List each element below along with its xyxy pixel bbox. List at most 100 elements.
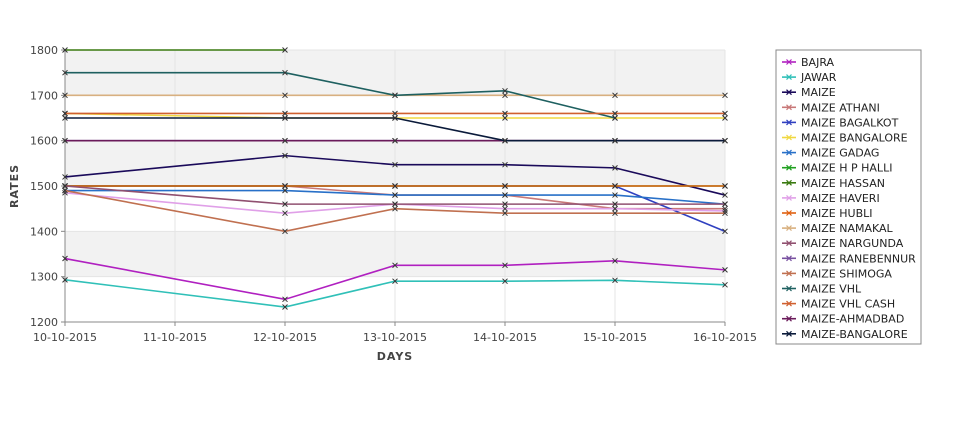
legend-item: MAIZE [782,86,836,99]
x-tick-label: 13-10-2015 [363,331,427,344]
data-point [392,262,398,269]
data-point [612,201,618,207]
series-line [65,117,725,142]
data-point [62,255,68,262]
legend-label: MAIZE RANEBENNUR [801,252,916,265]
data-point [282,152,288,159]
series-line [64,154,726,196]
legend-marker [786,194,792,201]
legend-item: MAIZE GADAG [782,147,879,160]
series-maize-hubli [62,183,728,189]
data-point [392,137,398,144]
data-point [612,115,618,121]
data-point [502,205,508,212]
x-tick-label: 10-10-2015 [33,331,97,344]
legend-label: MAIZE SHIMOGA [801,267,892,280]
legend-label: MAIZE BAGALKOT [801,116,899,129]
legend: BAJRA JAWAR MAIZE MAIZE ATHANI MAIZE BAGALKO… [775,49,922,345]
series-maize-shimoga [62,187,728,235]
legend-marker [786,119,792,126]
data-point [392,205,398,212]
data-point [392,278,398,285]
x-tick-label: 12-10-2015 [253,331,317,344]
series-line [64,192,726,215]
series-maize-bangalore [62,115,728,144]
data-point [62,137,68,144]
legend-marker [786,89,792,96]
data-point [722,228,728,235]
data-point [612,183,618,189]
data-point [282,228,288,235]
data-point [502,183,508,189]
legend-marker [786,285,792,292]
data-point [502,137,508,144]
series-maize-vhl-cash [62,110,728,117]
legend-item: MAIZE-AHMADBAD [782,313,904,326]
legend-label: MAIZE NARGUNDA [801,237,904,250]
series-maize-hassan [62,47,288,53]
legend-marker [786,179,792,186]
legend-label: MAIZE ATHANI [801,101,880,114]
data-point [392,110,398,117]
y-axis-title: RATES [8,164,21,208]
x-tick-label: 16-10-2015 [693,331,757,344]
legend-marker [786,240,792,247]
data-point [502,201,508,207]
data-point [62,115,68,121]
y-tick-label: 1700 [30,89,58,102]
legend-marker [786,59,792,65]
data-point [392,201,398,207]
data-point [722,115,728,121]
data-point [62,92,68,99]
series-group [62,47,728,310]
legend-label: JAWAR [800,71,837,84]
legend-item: MAIZE HUBLI [782,207,872,220]
legend-marker [786,315,792,322]
legend-item: MAIZE ATHANI [782,101,880,114]
legend-marker [786,164,792,171]
x-axis-ticks: 10-10-2015 11-10-2015 12-10-2015 13-10-2015… [33,322,757,344]
legend-box [775,49,922,345]
y-axis-ticks: 1200 1300 1400 1500 1600 1700 1800 [30,44,65,329]
data-point [62,183,68,189]
legend-item: MAIZE VHL CASH [782,298,895,311]
series-jawar [62,276,728,310]
data-point [282,183,288,189]
data-point [62,47,68,53]
data-point [612,165,618,171]
data-point [722,192,728,198]
legend-marker [786,225,792,232]
legend-marker [786,134,792,141]
legend-item: MAIZE VHL [782,283,862,296]
legend-marker [786,210,792,216]
data-point [392,183,398,189]
legend-item: MAIZE HASSAN [782,177,885,190]
data-point [612,192,618,198]
legend-label: MAIZE VHL [801,283,862,296]
y-tick-label: 1800 [30,44,58,57]
data-point [612,205,618,212]
legend-item: MAIZE SHIMOGA [782,267,892,280]
legend-item: MAIZE HAVERI [782,192,880,205]
series-line [64,257,726,301]
legend-marker [786,330,792,337]
data-point [62,69,68,76]
y-tick-label: 1600 [30,135,58,148]
data-point [282,92,288,99]
y-tick-label: 1300 [30,271,58,284]
legend-label: MAIZE H P HALLI [801,162,892,175]
legend-label: MAIZE HUBLI [801,207,872,220]
data-point [612,277,618,284]
data-point [722,110,728,117]
legend-label: MAIZE [801,86,836,99]
legend-item: MAIZE NAMAKAL [782,222,894,235]
data-point [392,192,398,198]
series-line [64,189,725,233]
data-point [282,210,288,217]
series-line [64,279,726,308]
data-point [282,304,288,310]
data-point [612,92,618,99]
data-point [502,262,508,269]
data-point [502,278,508,285]
